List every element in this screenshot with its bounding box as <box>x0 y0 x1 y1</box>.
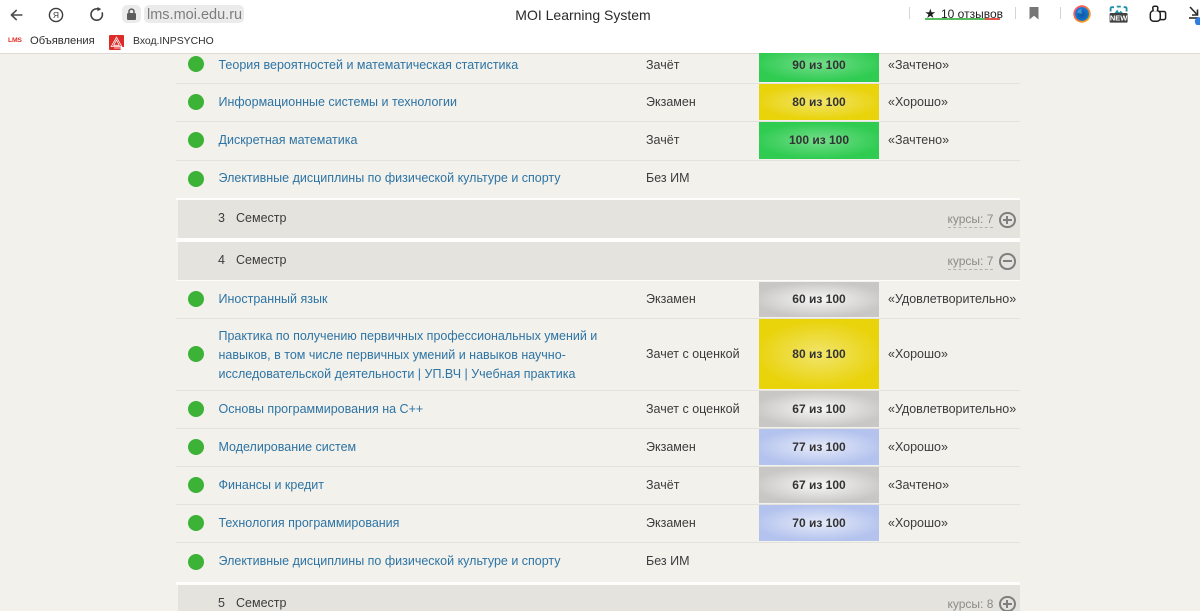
svg-text:NEW: NEW <box>1110 13 1128 22</box>
svg-text:Я: Я <box>53 10 59 20</box>
